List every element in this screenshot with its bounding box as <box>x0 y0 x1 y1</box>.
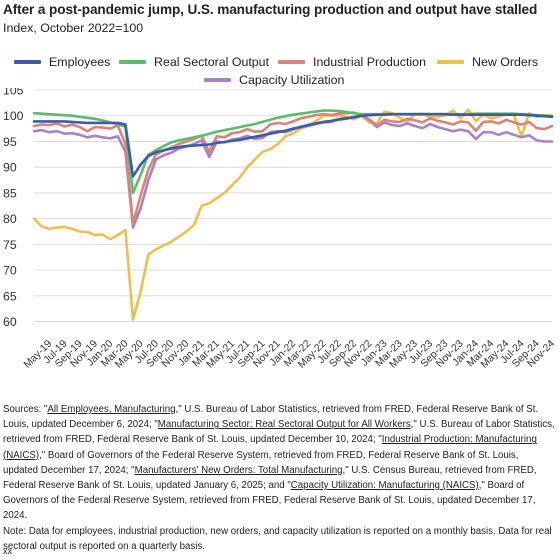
legend-swatch-real-sectoral-output <box>119 60 146 64</box>
sources-text: ," Board of Governors of the Federal Res… <box>3 449 519 476</box>
sources-note: Sources: "All Employees, Manufacturing,"… <box>3 402 555 554</box>
series-line-employees <box>32 112 554 178</box>
legend-swatch-industrial-production <box>278 60 305 64</box>
source-link-employees[interactable]: All Employees, Manufacturing <box>47 404 176 415</box>
y-tick-label: 90 <box>3 161 17 175</box>
y-tick-label: 80 <box>3 212 17 226</box>
y-tick-label: 60 <box>3 315 17 329</box>
legend-item-real-sectoral-output: Real Sectoral Output <box>119 55 269 69</box>
y-tick-label: 95 <box>3 135 17 149</box>
chart-subtitle: Index, October 2022=100 <box>3 21 144 35</box>
sources-text: Sources: " <box>3 404 48 415</box>
legend-swatch-employees <box>14 60 41 64</box>
sources-text: ," Board of Governors of the Federal Res… <box>3 480 536 522</box>
y-tick-label: 70 <box>3 264 17 278</box>
y-tick-label: 105 <box>3 88 24 98</box>
y-tick-label: 65 <box>3 289 17 303</box>
y-tick-label: 75 <box>3 238 17 252</box>
legend-label-employees: Employees <box>49 55 111 69</box>
source-link-industrial-production[interactable]: Industrial Production: Manufacturing (NA… <box>3 434 537 461</box>
legend-swatch-capacity-utilization <box>204 78 231 82</box>
chart-title: After a post-pandemic jump, U.S. manufac… <box>3 2 538 17</box>
sources-text: ," U.S. Bureau of Labor Statistics, retr… <box>3 404 539 431</box>
chart-legend: Employees Real Sectoral Output Industria… <box>0 53 560 89</box>
legend-label-new-orders: New Orders <box>472 55 539 69</box>
source-link-capacity-utilization[interactable]: Capacity Utilization: Manufacturing (NAI… <box>290 480 479 492</box>
source-link-real-sectoral-output[interactable]: Manufacturing Sector: Real Sectoral Outp… <box>157 419 411 431</box>
data-note: Note: Data for employees, industrial pro… <box>3 525 552 552</box>
legend-swatch-new-orders <box>437 60 464 64</box>
legend-label-industrial-production: Industrial Production <box>313 55 426 69</box>
legend-item-industrial-production: Industrial Production <box>278 55 426 69</box>
legend-label-real-sectoral-output: Real Sectoral Output <box>154 55 270 69</box>
sources-text: ," U.S. Bureau of Labor Statistics, retr… <box>3 419 555 446</box>
legend-item-capacity-utilization: Capacity Utilization <box>204 73 344 87</box>
legend-item-employees: Employees <box>14 55 110 69</box>
source-link-new-orders[interactable]: Manufacturers' New Orders: Total Manufac… <box>134 464 343 476</box>
sources-text: ," U.S. Census Bureau, retrieved from FR… <box>3 464 537 492</box>
series-line-industrial-production <box>32 111 554 226</box>
legend-label-capacity-utilization: Capacity Utilization <box>239 73 345 87</box>
y-tick-label: 100 <box>3 109 24 123</box>
line-chart: 6065707580859095100105May-19Jul-19Sep-19… <box>3 88 557 371</box>
series-line-new-orders <box>32 108 554 321</box>
y-tick-label: 85 <box>3 186 17 200</box>
footer-mark: xx <box>3 546 12 556</box>
legend-item-new-orders: New Orders <box>437 55 538 69</box>
